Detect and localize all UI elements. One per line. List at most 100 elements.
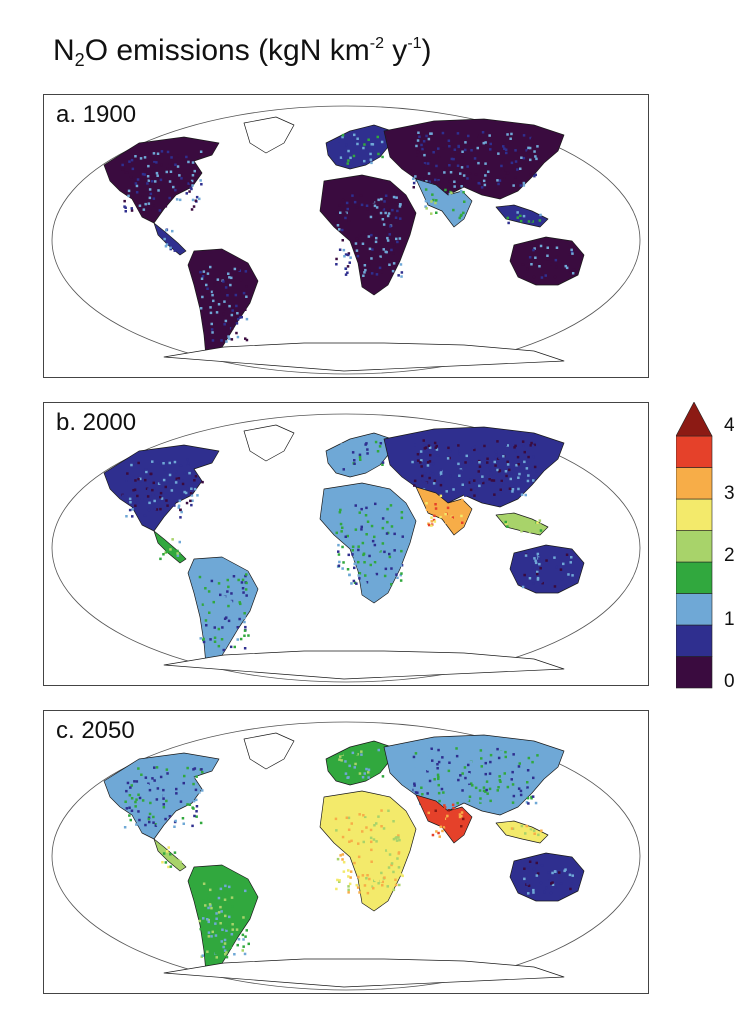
speckle-asia-2050 bbox=[531, 760, 534, 764]
speckle-asia-2050 bbox=[461, 772, 464, 775]
speckle-north-america-1900 bbox=[168, 196, 171, 200]
speckle-north-america-1900 bbox=[153, 160, 156, 164]
speckle-europe-1900 bbox=[363, 159, 366, 163]
speckle-arabia-india-2000 bbox=[450, 517, 454, 521]
speckle-asia-2000 bbox=[433, 441, 437, 445]
speckle-africa-1900 bbox=[384, 194, 388, 197]
speckle-south-america-2050 bbox=[207, 906, 210, 910]
speckle-central-america-1900 bbox=[171, 229, 174, 233]
speckle-asia-1900 bbox=[498, 179, 502, 182]
speckle-africa-2000 bbox=[400, 516, 404, 520]
speckle-north-america-2050 bbox=[191, 806, 194, 809]
speckle-asia-2050 bbox=[437, 748, 440, 752]
speckle-north-america-2000 bbox=[125, 479, 128, 482]
speckle-asia-2050 bbox=[422, 768, 426, 772]
speckle-australia-2050 bbox=[527, 892, 530, 895]
speckle-north-america-2050 bbox=[152, 815, 155, 819]
speckle-north-america-1900 bbox=[199, 150, 203, 153]
speckle-africa-1900 bbox=[386, 239, 390, 242]
land-australia-2050 bbox=[509, 852, 585, 902]
speckle-asia-1900 bbox=[423, 156, 426, 159]
speckle-north-america-1900 bbox=[192, 205, 196, 208]
speckle-north-america-2050 bbox=[181, 817, 185, 820]
speckle-australia-2050 bbox=[551, 881, 554, 884]
speckle-north-america-2050 bbox=[148, 812, 152, 816]
speckle-africa-1900 bbox=[369, 215, 373, 219]
speckle-asia-2050 bbox=[526, 786, 529, 789]
speckle-south-america-2000 bbox=[229, 645, 233, 649]
speckle-asia-1900 bbox=[484, 162, 487, 165]
speckle-africa-2050 bbox=[372, 843, 375, 847]
speckle-south-america-2050 bbox=[237, 921, 240, 925]
speckle-asia-2000 bbox=[448, 456, 451, 460]
speckle-asia-2000 bbox=[523, 460, 526, 464]
speckle-north-america-2000 bbox=[162, 478, 166, 482]
speckle-south-america-2000 bbox=[203, 603, 207, 606]
speckle-asia-1900 bbox=[449, 171, 453, 174]
speckle-africa-2050 bbox=[371, 885, 374, 888]
speckle-south-america-2050 bbox=[222, 945, 225, 949]
speckle-africa-2000 bbox=[373, 561, 377, 564]
speckle-south-america-1900 bbox=[227, 335, 230, 338]
speckle-europe-2050 bbox=[339, 761, 343, 765]
speckle-asia-1900 bbox=[435, 164, 438, 168]
speckle-africa-2050 bbox=[356, 886, 360, 889]
speckle-asia-2050 bbox=[456, 801, 459, 805]
speckle-north-america-2000 bbox=[160, 497, 164, 500]
speckle-africa-2000 bbox=[364, 514, 368, 517]
speckle-north-america-2000 bbox=[190, 503, 193, 507]
speckle-north-america-1900 bbox=[174, 163, 177, 166]
speckle-europe-1900 bbox=[356, 137, 359, 140]
speckle-south-america-2050 bbox=[214, 934, 218, 937]
speckle-asia-2050 bbox=[536, 754, 539, 757]
speckle-asia-2000 bbox=[458, 452, 462, 456]
speckle-asia-2000 bbox=[500, 481, 503, 485]
speckle-north-america-2000 bbox=[131, 465, 134, 469]
legend-band-1 bbox=[675, 624, 713, 657]
speckle-south-america-2000 bbox=[208, 611, 211, 614]
speckle-asia-1900 bbox=[415, 147, 418, 151]
speckle-africa-2000 bbox=[346, 534, 349, 538]
speckle-australia-1900 bbox=[555, 246, 559, 249]
speckle-arabia-india-1900 bbox=[431, 195, 435, 198]
speckle-north-america-1900 bbox=[185, 155, 188, 159]
speckle-arabia-india-2050 bbox=[438, 835, 441, 838]
speckle-africa-2000 bbox=[364, 574, 367, 577]
legend-tick-3: 3 bbox=[724, 483, 735, 504]
speckle-asia-1900 bbox=[496, 179, 499, 182]
speckle-asia-2050 bbox=[506, 750, 510, 754]
speckle-africa-2050 bbox=[347, 888, 350, 892]
speckle-asia-2000 bbox=[481, 475, 484, 478]
speckle-africa-2050 bbox=[380, 819, 383, 822]
speckle-asia-1900 bbox=[483, 183, 487, 187]
speckle-africa-2050 bbox=[364, 818, 367, 821]
speckle-north-america-1900 bbox=[147, 164, 150, 168]
speckle-south-america-2000 bbox=[204, 619, 208, 622]
speckle-asia-2000 bbox=[412, 461, 416, 465]
speckle-asia-1900 bbox=[417, 131, 420, 134]
speckle-south-america-1900 bbox=[223, 307, 227, 311]
speckle-europe-1900 bbox=[364, 146, 368, 150]
speckle-asia-1900 bbox=[448, 164, 451, 167]
speckle-asia-2050 bbox=[448, 761, 451, 764]
speckle-asia-1900 bbox=[516, 168, 519, 171]
speckle-arabia-india-1900 bbox=[456, 213, 459, 216]
speckle-asia-1900 bbox=[489, 148, 492, 151]
speckle-asia-2050 bbox=[455, 754, 459, 758]
speckle-asia-2000 bbox=[525, 467, 529, 470]
speckle-australia-2050 bbox=[527, 884, 531, 887]
speckle-south-america-1900 bbox=[238, 316, 242, 319]
speckle-asia-2050 bbox=[490, 776, 493, 779]
speckle-north-america-2000 bbox=[145, 470, 148, 474]
land-europe-2050 bbox=[325, 740, 393, 786]
speckle-australia-1900 bbox=[540, 276, 544, 279]
speckle-south-america-2050 bbox=[219, 924, 223, 928]
speckle-se-asia-islands-2050 bbox=[529, 828, 533, 831]
speckle-africa-1900 bbox=[374, 198, 377, 201]
speckle-north-america-2000 bbox=[144, 468, 148, 471]
speckle-north-america-2050 bbox=[195, 805, 199, 808]
speckle-arabia-india-2050 bbox=[442, 826, 446, 829]
speckle-south-america-1900 bbox=[240, 315, 243, 319]
speckle-asia-2050 bbox=[430, 747, 433, 750]
speckle-se-asia-islands-2000 bbox=[519, 523, 523, 526]
